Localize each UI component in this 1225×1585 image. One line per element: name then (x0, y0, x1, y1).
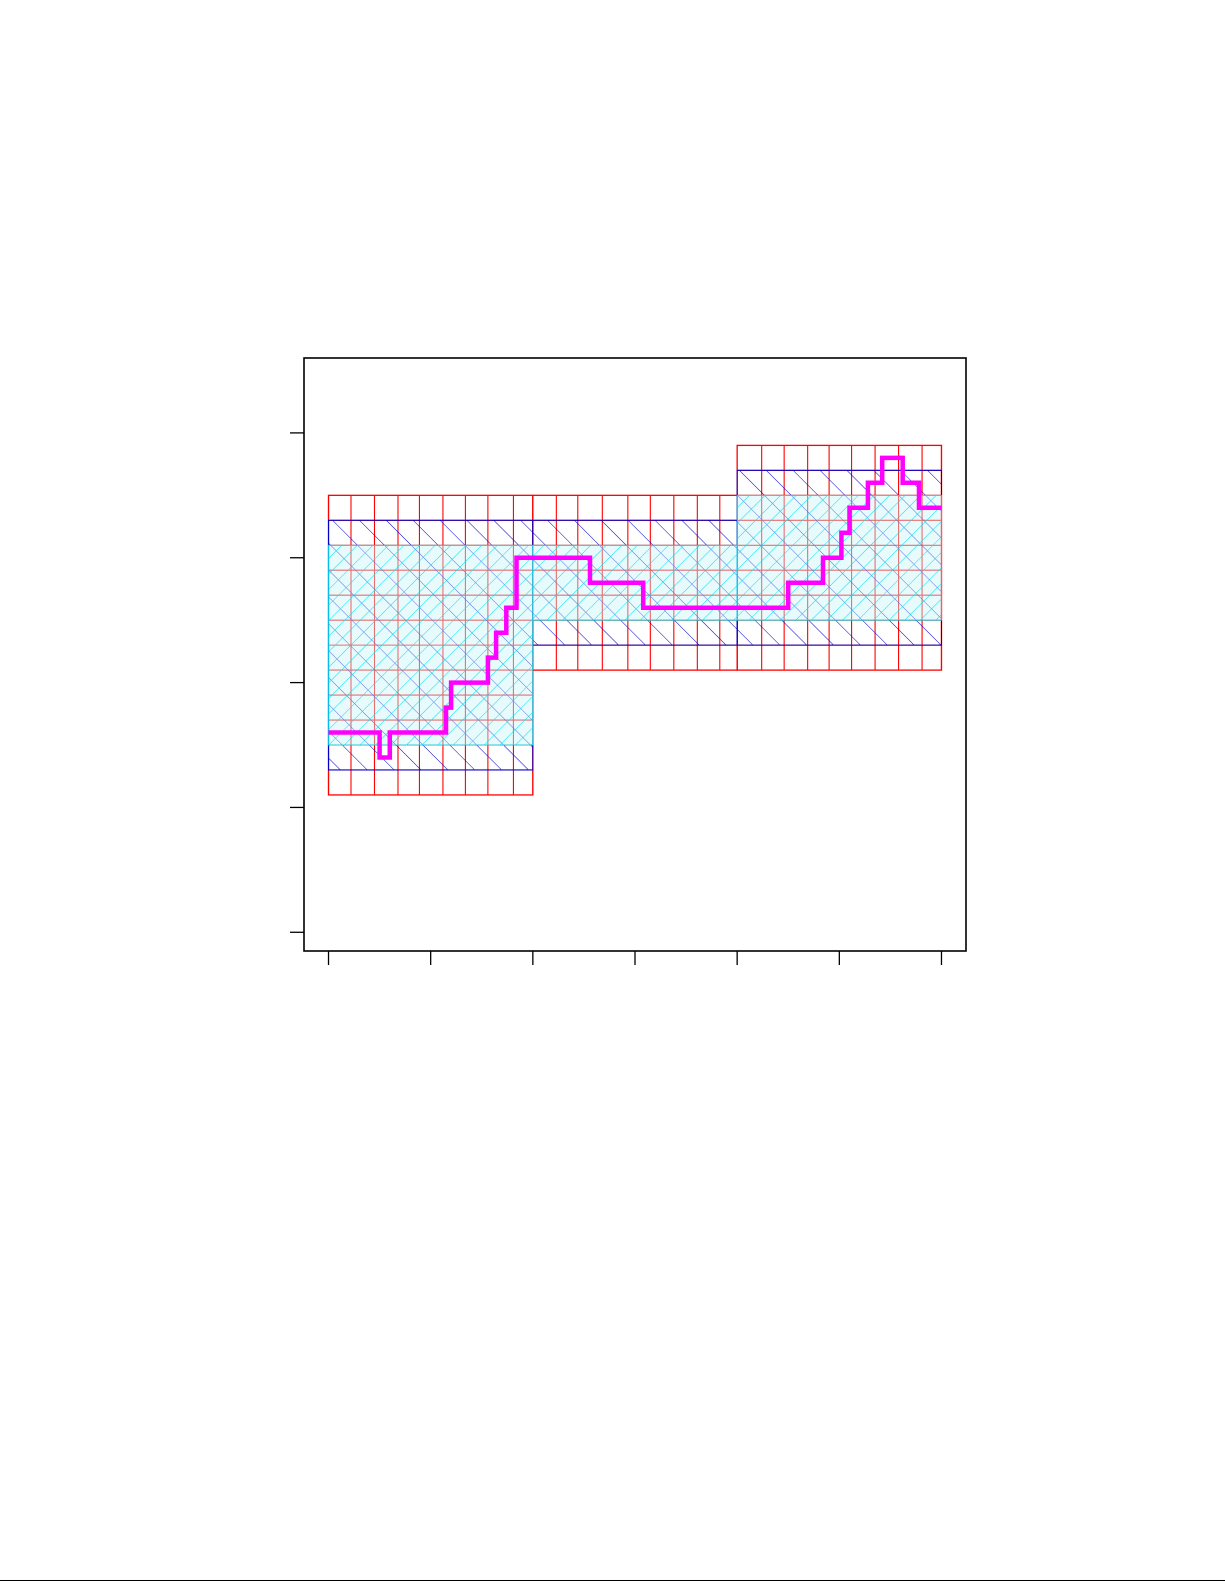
inner-band-segment-1 (328, 544, 534, 746)
y-axis (290, 432, 304, 933)
step-line-path (328, 455, 942, 760)
x-axis (327, 951, 943, 965)
step-line (328, 455, 942, 760)
page-footer-rule (0, 1580, 1225, 1581)
